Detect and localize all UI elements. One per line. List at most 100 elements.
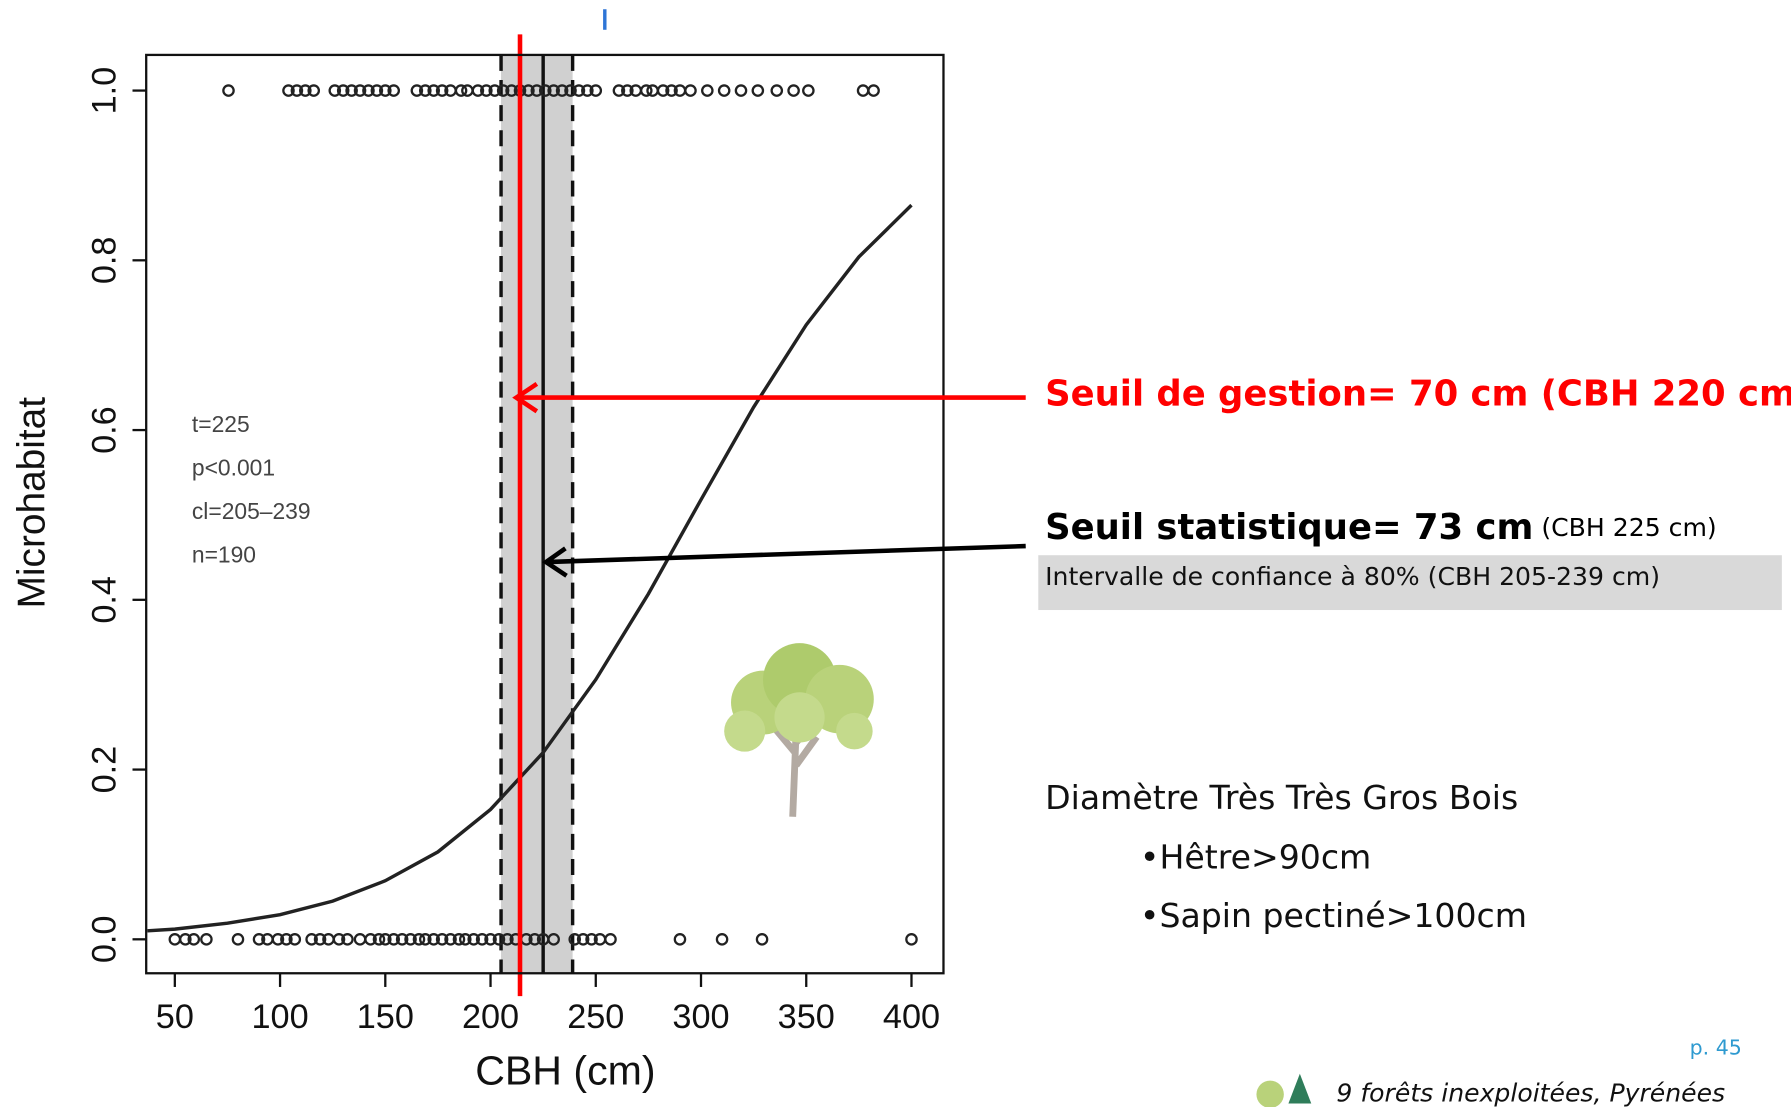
point [787, 84, 800, 97]
point [419, 84, 432, 97]
interval-label: Intervalle de confiance à 80% (CBH 205-2… [1045, 562, 1660, 591]
x-tick-label: 300 [672, 998, 729, 1036]
point [395, 933, 409, 946]
y-tick-label: 0.0 [85, 916, 123, 964]
stat-label: t=225 [192, 411, 250, 437]
point [364, 933, 377, 946]
point [646, 84, 659, 97]
point [290, 84, 304, 97]
point [684, 84, 697, 97]
x-tick-label: 100 [251, 998, 308, 1036]
point [282, 84, 295, 97]
x-tick-label: 350 [778, 998, 835, 1036]
statistic-label: Seuil statistique= 73 cm (CBH 225 cm) [1045, 507, 1717, 548]
point [231, 933, 245, 946]
point [379, 933, 392, 946]
point [471, 84, 485, 97]
point [905, 933, 918, 946]
point [484, 933, 497, 946]
plot: 50 100 150 200 250 300 350 400 0.0 0.2 0.4 0.6 0.8 1.… [85, 34, 945, 1036]
point [802, 84, 815, 97]
plot-frame [145, 53, 945, 975]
point [612, 84, 626, 97]
point [715, 933, 729, 946]
point [480, 84, 493, 97]
point [568, 933, 582, 946]
y-tick-label: 0.4 [85, 576, 123, 624]
point [585, 933, 598, 946]
point [427, 933, 440, 946]
point [187, 933, 201, 946]
point [222, 84, 235, 97]
statistic-bold: Seuil statistique= 73 cm [1045, 507, 1533, 548]
point [427, 84, 440, 97]
point [467, 933, 480, 946]
diameter-label: Diamètre Très Très Gros Bois [1045, 778, 1518, 817]
x-tick-label: 150 [357, 998, 414, 1036]
point [656, 84, 670, 97]
point [452, 933, 466, 946]
point [547, 84, 560, 97]
point [444, 933, 457, 946]
page-number: p. 45 [1690, 1036, 1742, 1060]
point [387, 933, 401, 946]
point [353, 933, 367, 946]
point [299, 84, 312, 97]
point [522, 84, 535, 97]
point [492, 933, 506, 946]
point [179, 933, 192, 946]
management-label: Seuil de gestion= 70 cm (CBH 220 cm) [1045, 373, 1791, 414]
point [353, 84, 367, 97]
point [555, 84, 569, 97]
ci-band [501, 54, 573, 974]
point [589, 84, 603, 97]
x-tick-label: 400 [883, 998, 940, 1036]
point [313, 933, 327, 946]
statistic-detail: (CBH 225 cm) [1533, 513, 1716, 542]
point [336, 84, 350, 97]
x-tick-label: 50 [156, 998, 194, 1036]
tree-icon [724, 643, 874, 817]
arrow-head [541, 546, 568, 578]
point [488, 84, 502, 97]
point [370, 84, 384, 97]
point [412, 933, 426, 946]
point [372, 933, 386, 946]
point [387, 84, 401, 97]
point [665, 84, 678, 97]
point [528, 933, 542, 946]
point [640, 84, 653, 97]
y-tick-label: 0.2 [85, 746, 123, 794]
fir-label: •Sapin pectiné>100cm [1140, 896, 1527, 935]
arrow [545, 543, 1026, 565]
point [867, 84, 880, 97]
x-axis-label: CBH (cm) [475, 1048, 655, 1094]
point [341, 933, 354, 946]
point [496, 84, 510, 97]
point [770, 84, 784, 97]
point [576, 933, 590, 946]
point [252, 933, 266, 946]
stat-label: n=190 [192, 541, 256, 567]
point [419, 933, 432, 946]
footer-source: 9 forêts inexploitées, Pyrénées [1336, 1078, 1725, 1107]
point [621, 84, 634, 97]
point [856, 84, 870, 97]
point [379, 84, 392, 97]
point [410, 84, 424, 97]
point [458, 933, 472, 946]
point [362, 84, 375, 97]
beech-label: •Hêtre>90cm [1140, 838, 1371, 877]
interval-box [1038, 555, 1782, 611]
point [572, 84, 586, 97]
point [280, 933, 293, 946]
point [305, 933, 318, 946]
point [530, 84, 544, 97]
point [475, 933, 489, 946]
point [345, 84, 358, 97]
point [538, 84, 552, 97]
point [564, 84, 577, 97]
point [435, 84, 449, 97]
point [200, 933, 213, 946]
